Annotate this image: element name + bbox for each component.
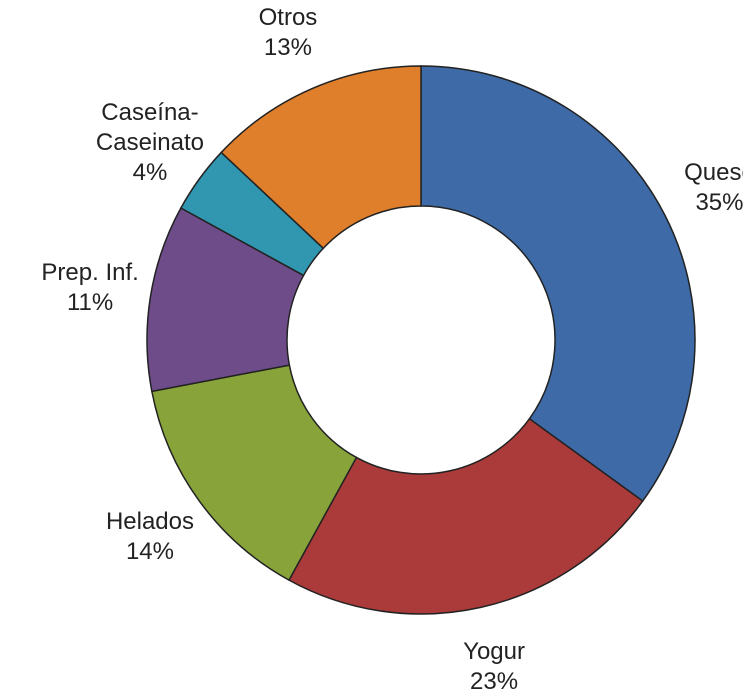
slice-label: Prep. Inf. 11% — [41, 258, 138, 318]
category-label: Prep. Inf. — [41, 258, 139, 286]
slice — [287, 417, 644, 615]
category-label: Otros — [258, 3, 318, 31]
category-label: Queso — [684, 158, 743, 186]
slice-label: Queso35% — [684, 158, 743, 218]
value-label: 35% — [695, 188, 743, 216]
category-label: Yogur — [463, 637, 525, 665]
category-label: Caseína-Caseinato — [95, 99, 204, 157]
value-label: 14% — [125, 537, 174, 565]
slice-label: Yogur 23% — [463, 637, 525, 697]
slice — [150, 364, 358, 582]
slice-label: Caseína-Caseinato 4% — [90, 98, 210, 188]
value-label: 11% — [66, 288, 114, 316]
slice-label: Otros 13% — [259, 3, 318, 63]
value-label: 4% — [132, 159, 168, 187]
category-label: Helados — [105, 507, 194, 535]
value-label: 13% — [263, 33, 312, 61]
slice-label: Helados 14% — [106, 507, 194, 567]
slice — [420, 65, 696, 503]
value-label: 23% — [470, 667, 519, 695]
slice — [220, 65, 422, 250]
